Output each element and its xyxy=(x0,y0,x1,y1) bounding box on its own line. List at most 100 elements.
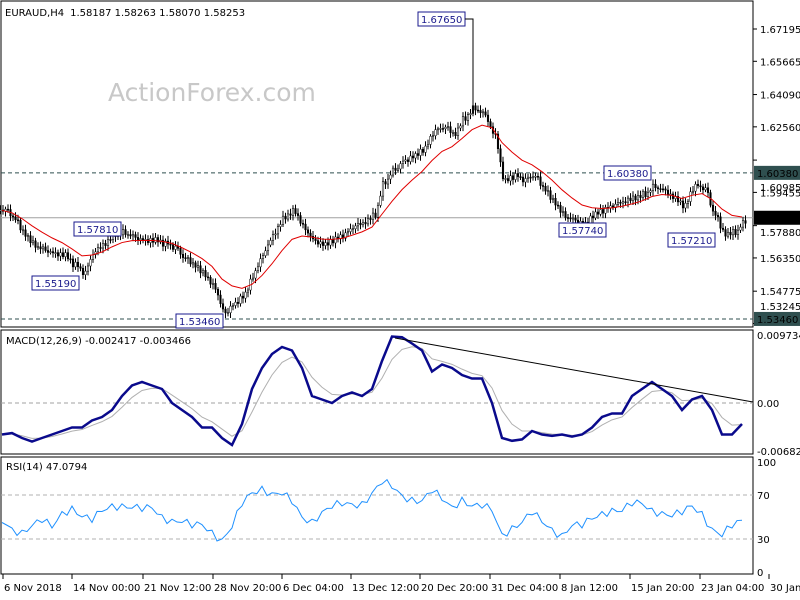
candle-body xyxy=(256,266,260,271)
candle-body xyxy=(601,209,605,214)
candle-body xyxy=(274,233,277,236)
candle-body xyxy=(416,153,420,156)
candle-body xyxy=(129,234,132,237)
candle-body xyxy=(731,229,735,236)
candle-body xyxy=(531,176,535,179)
candle-body xyxy=(356,222,360,227)
candle-body xyxy=(364,222,367,225)
candle-body xyxy=(371,212,375,220)
candle-body xyxy=(54,252,57,254)
candle-body xyxy=(424,145,427,153)
candle-body xyxy=(19,219,22,231)
candle-body xyxy=(89,259,92,267)
candle-body xyxy=(499,148,502,163)
price-tick-label: 1.53245 xyxy=(760,302,800,313)
candle-body xyxy=(569,217,572,220)
candle-body xyxy=(394,167,397,171)
candle-body xyxy=(234,301,237,306)
candle-body xyxy=(676,196,680,203)
candle-body xyxy=(691,190,695,193)
candle-body xyxy=(459,125,462,129)
price-annotation-label: 1.55190 xyxy=(35,279,76,290)
candle-body xyxy=(139,238,142,241)
candle-body xyxy=(11,215,15,218)
candle-body xyxy=(104,243,107,246)
candle-body xyxy=(374,212,377,218)
candle-body xyxy=(204,270,207,278)
candle-body xyxy=(411,155,415,159)
candle-body xyxy=(284,215,287,220)
candle-body xyxy=(99,247,102,249)
candle-body xyxy=(146,239,150,243)
candle-body xyxy=(44,246,47,251)
candle-body xyxy=(629,197,632,201)
candle-body xyxy=(736,229,740,235)
rsi-line xyxy=(1,478,743,542)
candle-body xyxy=(694,183,697,192)
time-tick-label: 23 Jan 04:00 xyxy=(701,583,764,594)
candle-body xyxy=(254,270,257,279)
time-tick-label: 14 Nov 00:00 xyxy=(73,583,140,594)
candle-body xyxy=(504,178,507,180)
candle-body xyxy=(421,148,425,153)
candle-body xyxy=(291,208,295,216)
candle-body xyxy=(716,215,720,218)
price-tick-label: 1.56350 xyxy=(760,254,800,265)
candle-body xyxy=(179,248,182,255)
candle-body xyxy=(206,276,210,279)
candle-body xyxy=(224,308,227,314)
candle-body xyxy=(191,262,195,265)
candle-body xyxy=(286,213,290,220)
candle-body xyxy=(369,218,372,220)
symbol-header: EURAUD,H4 1.58187 1.58263 1.58070 1.58253 xyxy=(5,8,245,19)
candle-body xyxy=(514,173,517,180)
price-tick-label: 1.57880 xyxy=(760,228,800,239)
candle-body xyxy=(729,231,732,236)
candle-body xyxy=(389,174,392,180)
candle-body xyxy=(271,234,275,241)
candle-body xyxy=(304,223,307,231)
time-tick-label: 28 Nov 20:00 xyxy=(214,583,281,594)
candle-body xyxy=(599,209,602,215)
candle-body xyxy=(396,168,400,171)
candle-body xyxy=(509,175,512,182)
rsi-tick-label: 70 xyxy=(757,491,770,502)
candle-body xyxy=(161,239,165,247)
candle-body xyxy=(239,295,242,304)
candle-body xyxy=(564,211,567,218)
candle-body xyxy=(184,257,187,259)
candle-body xyxy=(174,245,177,250)
candle-body xyxy=(566,217,570,219)
candle-body xyxy=(634,195,637,201)
candle-body xyxy=(721,227,725,230)
candle-body xyxy=(616,202,620,205)
candle-body xyxy=(384,181,387,185)
candle-body xyxy=(664,188,667,191)
level-tag xyxy=(754,165,800,180)
candle-body xyxy=(41,246,45,250)
candle-body xyxy=(706,187,710,193)
candle-body xyxy=(69,258,72,261)
candle-body xyxy=(186,257,190,259)
candle-body xyxy=(591,215,595,219)
candle-body xyxy=(654,183,657,188)
candle-body xyxy=(49,251,52,253)
candle-body xyxy=(14,216,17,221)
candle-body xyxy=(219,294,222,304)
candle-body xyxy=(309,232,312,237)
candle-body xyxy=(201,270,205,274)
candle-body xyxy=(169,243,172,246)
macd-trendline xyxy=(394,337,754,403)
price-tick-label: 1.64090 xyxy=(760,91,800,102)
candle-body xyxy=(106,239,110,246)
candle-body xyxy=(524,178,527,183)
candle-body xyxy=(0,209,2,212)
price-annotation-box xyxy=(31,275,80,291)
candle-body xyxy=(76,261,80,267)
candle-body xyxy=(66,252,70,260)
candle-body xyxy=(489,121,492,127)
candle-body xyxy=(241,295,245,299)
candle-body xyxy=(261,255,265,259)
candle-body xyxy=(6,208,10,211)
candle-body xyxy=(209,277,212,285)
